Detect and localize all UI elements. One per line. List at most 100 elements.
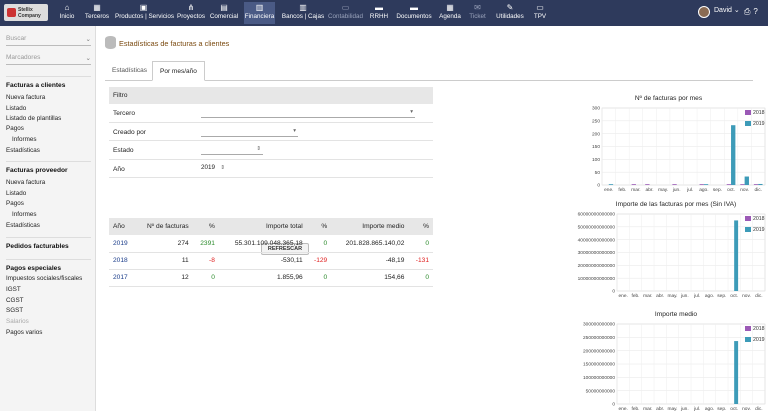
col-avg[interactable]: Importe medio — [331, 218, 409, 235]
nav-productos-servicios[interactable]: ▣ Productos | Servicios — [115, 2, 174, 24]
x-tick-label: dic. — [755, 293, 762, 299]
sidebar-section-title[interactable]: Pagos especiales — [6, 265, 61, 272]
user-name[interactable]: David ⌄ — [714, 7, 740, 14]
nav-icon: ✎ — [506, 3, 514, 12]
sidebar-item[interactable]: Estadísticas — [6, 147, 40, 154]
ano-select[interactable]: 2019 ⇕ — [201, 164, 227, 174]
nav-utilidades[interactable]: ✎ Utilidades — [496, 2, 524, 24]
x-tick-label: may. — [667, 407, 677, 411]
x-tick-label: nov. — [742, 294, 751, 299]
table-cell-year[interactable]: 2019 — [109, 235, 136, 253]
x-tick-label: sep. — [713, 188, 722, 193]
nav-rrhh[interactable]: ▬ RRHH — [368, 2, 390, 24]
x-tick-label: abr. — [646, 187, 654, 193]
y-tick-label: 50 — [595, 170, 601, 176]
y-tick-label: 200000000000 — [583, 348, 615, 354]
nav-icon: ⋔ — [187, 3, 195, 12]
table-cell-count: 12 — [135, 269, 193, 287]
y-tick-label: 50000000000000 — [578, 224, 616, 230]
search-input[interactable]: Buscar ⌄ — [6, 35, 91, 46]
legend-label-2019: 2019 — [753, 337, 765, 343]
estado-select[interactable]: ⇕ — [201, 145, 263, 155]
print-icon[interactable]: ⎙ — [744, 7, 754, 16]
sidebar-item[interactable]: Informes — [12, 211, 37, 218]
filter-row-tercero: Tercero ▾ — [109, 104, 433, 123]
tab-estadisticas[interactable]: Estadísticas — [112, 67, 148, 74]
sidebar-item[interactable]: Pagos — [6, 125, 24, 132]
legend-label-2018: 2018 — [753, 326, 765, 332]
filter-label-ano: Año — [113, 165, 125, 173]
bar-2019-ago — [703, 184, 709, 185]
col-year[interactable]: Año — [109, 218, 136, 235]
company-logo[interactable]: Stellix Company — [4, 4, 48, 21]
nav-label: Ticket — [469, 13, 486, 20]
nav-proyectos[interactable]: ⋔ Proyectos — [176, 2, 206, 24]
sidebar-item[interactable]: CGST — [6, 297, 24, 304]
creado-por-select[interactable]: ▾ — [201, 127, 298, 137]
sidebar-item[interactable]: Listado — [6, 190, 27, 197]
search-placeholder: Buscar — [6, 35, 27, 42]
sidebar-item[interactable]: Nueva factura — [6, 94, 46, 101]
filter-row-creado-por: Creado por ▾ — [109, 123, 433, 141]
tab-por-mes-ano[interactable]: Por mes/año — [152, 61, 205, 81]
help-icon[interactable]: ? — [753, 7, 761, 16]
sidebar-item[interactable]: Listado — [6, 105, 27, 112]
stats-table: Año Nº de facturas % Importe total % Imp… — [109, 218, 433, 287]
x-tick-label: feb. — [618, 187, 626, 193]
table-cell-count: 11 — [135, 252, 193, 270]
sidebar-item[interactable]: IGST — [6, 286, 21, 293]
bar-2018-ago — [699, 184, 704, 185]
sidebar-item[interactable]: Listado de plantillas — [6, 115, 62, 122]
col-total[interactable]: Importe total — [218, 218, 307, 235]
sidebar-section-title[interactable]: Pedidos facturables — [6, 243, 69, 250]
nav-contabilidad[interactable]: ▭ Contabilidad — [328, 2, 363, 24]
filter-row-ano: Año 2019 ⇕ — [109, 160, 433, 178]
table-row: 2017 12 0 1.855,96 0 154,66 0 — [109, 269, 433, 287]
tercero-select[interactable]: ▾ — [201, 108, 415, 118]
table-cell-pct2: 0 — [306, 269, 332, 287]
sidebar-item[interactable]: Pagos — [6, 200, 24, 207]
table-cell-year[interactable]: 2017 — [109, 269, 136, 287]
sidebar-item[interactable]: Nueva factura — [6, 179, 46, 186]
sidebar-item[interactable]: Pagos varios — [6, 329, 43, 336]
user-name-label: David — [714, 7, 732, 14]
nav-terceros[interactable]: ▦ Terceros — [84, 2, 110, 24]
nav-bancos-cajas[interactable]: ▥ Bancos | Cajas — [280, 2, 326, 24]
user-avatar[interactable] — [698, 6, 710, 18]
sidebar-section-title[interactable]: Facturas a clientes — [6, 82, 66, 89]
sidebar-section-title[interactable]: Facturas proveedor — [6, 167, 68, 174]
nav-documentos[interactable]: ▬ Documentos — [396, 2, 432, 24]
nav-tpv[interactable]: ▭ TPV — [532, 2, 548, 24]
sidebar-item[interactable]: Informes — [12, 136, 37, 143]
sidebar-item[interactable]: SGST — [6, 307, 24, 314]
bookmarks-select[interactable]: Marcadores ⌄ — [6, 54, 91, 65]
sidebar-item[interactable]: Impuestos sociales/fiscales — [6, 275, 83, 282]
nav-ticket[interactable]: ✉ Ticket — [468, 2, 487, 24]
table-cell-year[interactable]: 2018 — [109, 252, 136, 270]
x-tick-label: nov. — [740, 188, 749, 193]
col-pct-total[interactable]: % — [306, 218, 332, 235]
table-cell-pct1: 0 — [192, 269, 219, 287]
nav-label: Proyectos — [177, 13, 205, 20]
col-pct-count[interactable]: % — [192, 218, 219, 235]
x-tick-label: abr. — [656, 293, 664, 299]
chart-title: Importe de las facturas por mes (Sin IVA… — [616, 201, 736, 208]
y-tick-label: 20000000000000 — [578, 263, 616, 269]
filter-panel: Filtro Tercero ▾ Creado por ▾ Estado ⇕ A… — [109, 87, 433, 255]
nav-financiera[interactable]: ▥ Financiera — [244, 2, 275, 24]
y-tick-label: 300 — [592, 106, 600, 112]
col-pct-avg[interactable]: % — [408, 218, 433, 235]
nav-agenda[interactable]: ▦ Agenda — [437, 2, 463, 24]
sidebar-item[interactable]: Estadísticas — [6, 222, 40, 229]
table-cell-avg: 154,66 — [331, 269, 409, 287]
bar-2018-oct — [726, 184, 732, 185]
left-sidebar: Buscar ⌄ Marcadores ⌄ Facturas a clientes N… — [0, 26, 96, 411]
nav-comercial[interactable]: ▤ Comercial — [208, 2, 240, 24]
legend-swatch-2019 — [745, 227, 751, 232]
nav-inicio[interactable]: ⌂ Inicio — [57, 2, 77, 24]
bar-2019-oct — [731, 125, 736, 185]
col-count[interactable]: Nº de facturas — [135, 218, 193, 235]
nav-icon: ▬ — [410, 3, 418, 12]
y-tick-label: 10000000000000 — [578, 276, 616, 282]
nav-icon: ▥ — [299, 3, 307, 12]
